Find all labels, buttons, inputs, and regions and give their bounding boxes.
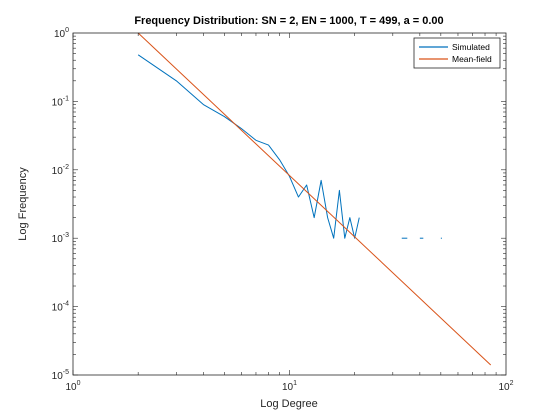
chart-title: Frequency Distribution: SN = 2, EN = 100… bbox=[134, 15, 443, 27]
legend-box bbox=[413, 37, 501, 69]
y-axis-label: Log Frequency bbox=[17, 167, 29, 241]
y-tick-label: 10-4 bbox=[52, 301, 69, 314]
legend-label-mean-field: Mean-field bbox=[452, 54, 492, 64]
y-tick-label: 10-3 bbox=[52, 232, 69, 245]
axes-layer: 100 101 102 10-5 10-4 10-3 10-2 10-1 100 bbox=[52, 27, 514, 393]
legend-label-simulated: Simulated bbox=[452, 42, 490, 52]
plot-area bbox=[73, 33, 506, 375]
x-tick-label: 102 bbox=[498, 380, 513, 393]
y-tick-label: 100 bbox=[54, 27, 69, 40]
y-tick-label: 10-2 bbox=[52, 164, 69, 177]
series-line-simulated bbox=[137, 54, 360, 239]
y-tick-label: 10-1 bbox=[52, 95, 69, 108]
x-axis-label: Log Degree bbox=[260, 398, 318, 410]
y-tick-label: 10-5 bbox=[52, 369, 69, 382]
legend: Simulated Mean-field bbox=[413, 37, 501, 69]
series-line-mean-field bbox=[137, 32, 492, 366]
x-tick-label: 101 bbox=[282, 380, 297, 393]
series-layer bbox=[137, 32, 492, 366]
x-tick-label: 100 bbox=[65, 380, 80, 393]
